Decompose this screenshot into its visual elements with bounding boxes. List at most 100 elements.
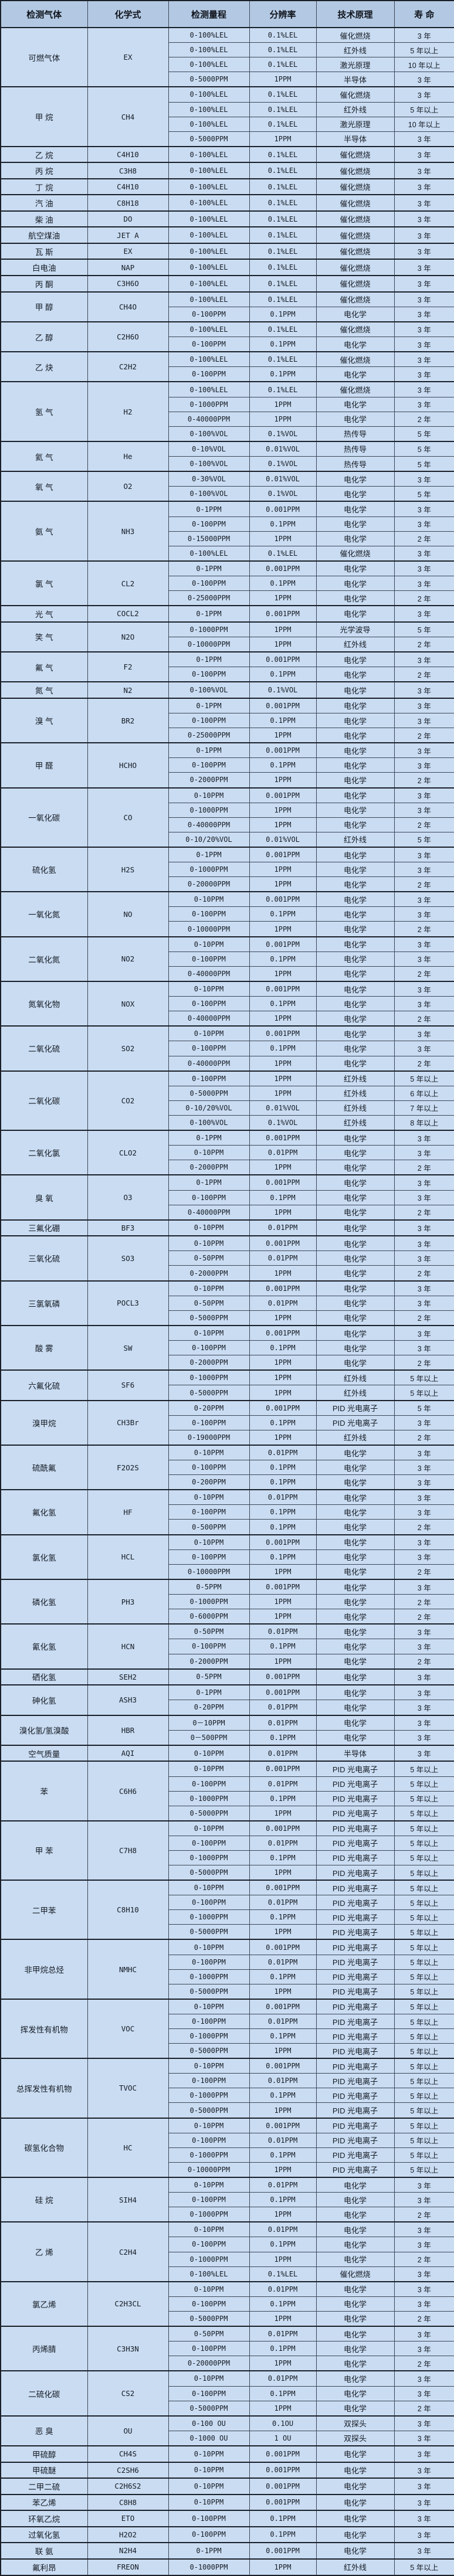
range-cell: 0-1000PPM [168, 1369, 250, 1386]
range-cell: 0-20000PPM [168, 2356, 250, 2371]
resolution-cell: 0.1%LEL [249, 259, 317, 276]
principle-cell: PID 光电离子 [316, 1850, 395, 1865]
gas-name-cell: 氟化氢 [0, 1489, 88, 1535]
formula-cell: EX [87, 26, 169, 87]
principle-cell: 电化学 [316, 802, 395, 818]
range-cell: 0-5000PPM [168, 2102, 250, 2119]
range-cell: 0-100%LEL [168, 2266, 250, 2282]
range-cell: 0-1PPM [168, 846, 250, 863]
principle-cell: 电化学 [316, 667, 395, 682]
table-row: 乙 烯 C2H4 0-10PPM 0.01PPM 电化学 3 年 [0, 2221, 454, 2282]
lifespan-cell: 3 年 [394, 2542, 454, 2560]
resolution-cell: 0.001PPM [249, 1998, 317, 2014]
lifespan-cell: 5 年以上 [394, 2058, 454, 2074]
range-cell: 0-10PPM [168, 1444, 250, 1461]
lifespan-cell: 5 年以上 [394, 1820, 454, 1836]
range-cell: 0-100%VOL [168, 1114, 250, 1131]
range-cell: 0-5000PPM [168, 1385, 250, 1401]
resolution-cell: 0.001PPM [249, 846, 317, 863]
range-cell: 0-1000 OU [168, 2430, 250, 2446]
gas-name-cell: 甲 醇 [0, 291, 88, 322]
range-cell: 0-1000PPM [168, 1969, 250, 1984]
principle-cell: PID 光电离子 [316, 2058, 395, 2074]
table-row: 0-200PPM 0.1PPM 电化学 3 年 [1, 1474, 454, 1490]
formula-cell: CH3Br [87, 1399, 169, 1446]
gas-name-cell: 甲硫醚 [0, 2461, 88, 2479]
principle-cell: PID 光电离子 [316, 1864, 395, 1881]
gas-name-cell: 环氧乙烷 [0, 2510, 88, 2527]
table-row: 氮氧化物 NOX 0-10PPM 0.001PPM 电化学 3 年 [0, 980, 454, 1027]
gas-name-cell: 氰化氢 [0, 1623, 88, 1670]
range-cell: 0-10000PPM [168, 2162, 250, 2178]
gas-name-cell: 二氧化氮 [0, 936, 88, 982]
lifespan-cell: 5 年以上 [394, 1895, 454, 1911]
principle-cell: 电化学 [316, 1219, 395, 1236]
lifespan-cell: 5 年以上 [394, 1850, 454, 1865]
lifespan-cell: 3 年 [394, 742, 454, 759]
resolution-cell: 0.001PPM [249, 2461, 317, 2479]
range-cell: 0-10PPM [168, 2176, 250, 2193]
lifespan-cell: 5 年以上 [394, 1954, 454, 1970]
table-row: 航空煤油 JET A 0-100%LEL 0.1%LEL 催化燃烧 3 年 [0, 226, 454, 244]
resolution-cell: 1PPM [249, 531, 317, 546]
resolution-cell: 0.01PPM [249, 1835, 317, 1851]
lifespan-cell: 5 年以上 [394, 1909, 454, 1925]
resolution-cell: 1PPM [249, 1429, 317, 1446]
principle-cell: PID 光电离子 [316, 2013, 395, 2030]
table-row: 0-1000PPM 0.1PPM PID 光电离子 5 年以上 [1, 2088, 454, 2103]
formula-cell: CL2 [87, 560, 169, 606]
lifespan-cell: 3 年 [394, 936, 454, 952]
resolution-cell: 0.1%LEL [249, 226, 317, 244]
lifespan-cell: 3 年 [394, 1041, 454, 1056]
formula-cell: C4H10 [87, 145, 169, 163]
table-row: 0-100PPM 0.01PPM PID 光电离子 5 年以上 [1, 1835, 454, 1851]
lifespan-cell: 5 年 [394, 426, 454, 442]
range-cell: 0-100PPM [168, 713, 250, 729]
principle-cell: PID 光电离子 [316, 1998, 395, 2014]
principle-cell: 电化学 [316, 2237, 395, 2252]
range-cell: 0-100PPM [168, 1549, 250, 1565]
principle-cell: 红外线 [316, 1085, 395, 1101]
resolution-cell: 1PPM [249, 1369, 317, 1386]
lifespan-cell: 3 年 [394, 1145, 454, 1161]
range-cell: 0-1PPM [168, 742, 250, 759]
table-row: 0-20PPM 0.01PPM 电化学 3 年 [1, 1700, 454, 1715]
table-row: 0-5000PPM 1PPM 电化学 2 年 [1, 2400, 454, 2417]
lifespan-cell: 3 年 [394, 802, 454, 818]
resolution-cell: 0.1PPM [249, 1041, 317, 1056]
resolution-cell: 0.1%LEL [249, 42, 317, 58]
table-row: 氢 气 H2 0-100%LEL 0.1%LEL 催化燃烧 3 年 [0, 381, 454, 442]
gas-name-cell: 硫化氢 [0, 846, 88, 892]
principle-cell: 电化学 [316, 846, 395, 863]
lifespan-cell: 2 年 [394, 1055, 454, 1072]
resolution-cell: 0.1PPM [249, 2296, 317, 2312]
resolution-cell: 0.1PPM [249, 2147, 317, 2163]
formula-cell: CH4S [87, 2445, 169, 2463]
resolution-cell: 1PPM [249, 636, 317, 653]
resolution-cell: 0.001PPM [249, 1399, 317, 1416]
table-row: 0-40000PPM 1PPM 电化学 2 年 [1, 817, 454, 832]
principle-cell: 电化学 [316, 1190, 395, 1205]
range-cell: 0-10PPM [168, 1744, 250, 1762]
table-header-row: 检测气体 化学式 检测量程 分辨率 技术原理 寿 命 [0, 0, 454, 28]
principle-cell: 电化学 [316, 1549, 395, 1565]
resolution-cell: 0.1PPM [249, 2237, 317, 2252]
formula-cell: C3H8 [87, 162, 169, 179]
principle-cell: 电化学 [316, 1280, 395, 1296]
resolution-cell: 0.001PPM [249, 1235, 317, 1252]
range-cell: 0-100PPM [168, 1895, 250, 1911]
principle-cell: 电化学 [316, 306, 395, 322]
table-row: 0-1000PPM 0.1PPM PID 光电离子 5 年以上 [1, 1909, 454, 1925]
principle-cell: 电化学 [316, 411, 395, 427]
formula-cell: F2 [87, 651, 169, 682]
gas-name-cell: 三氯氧磷 [0, 1280, 88, 1326]
lifespan-cell: 3 年 [394, 72, 454, 87]
table-row: 0-1000 OU 1 OU 双探头 3 年 [1, 2430, 454, 2446]
principle-cell: 催化燃烧 [316, 145, 395, 163]
formula-cell: COCL2 [87, 605, 169, 623]
lifespan-cell: 3 年 [394, 306, 454, 322]
formula-cell: SF6 [87, 1369, 169, 1401]
range-cell: 0-1PPM [168, 2542, 250, 2560]
principle-cell: 红外线 [316, 1114, 395, 1131]
principle-cell: 电化学 [316, 2207, 395, 2222]
